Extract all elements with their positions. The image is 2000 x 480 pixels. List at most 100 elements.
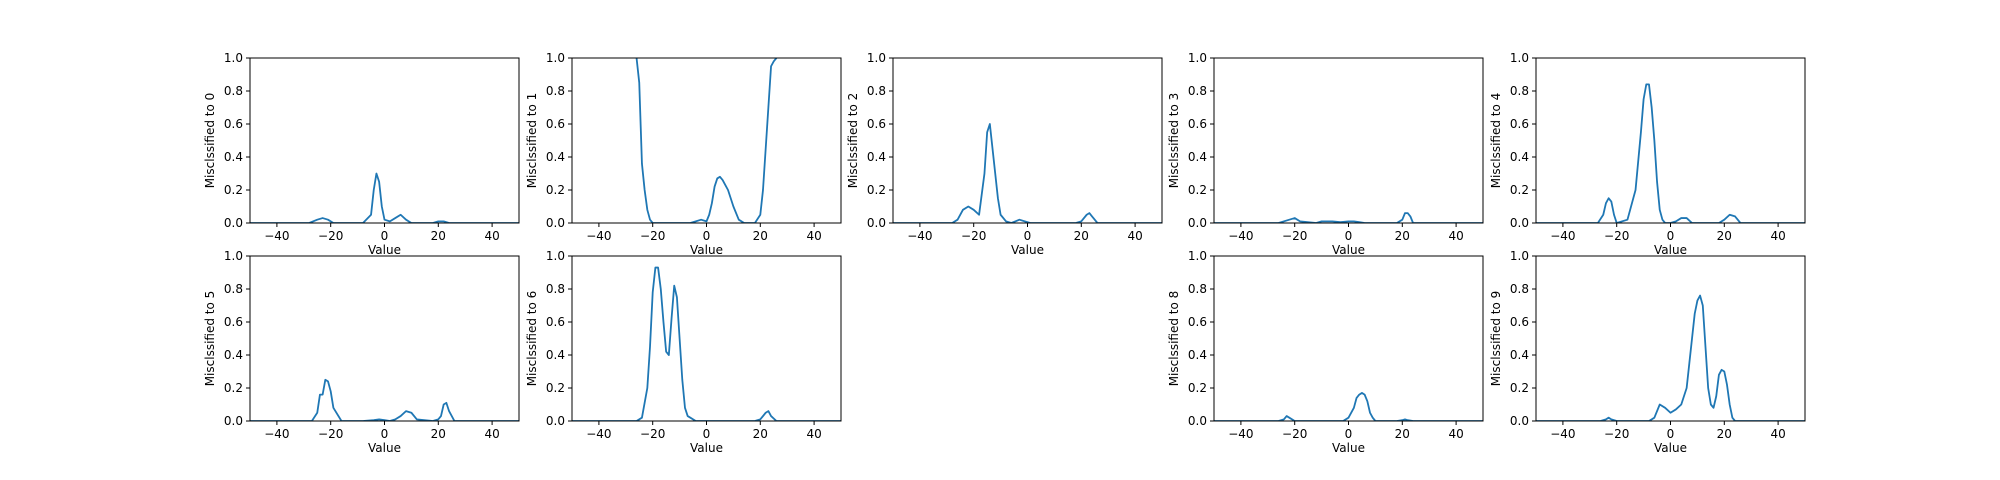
x-tick-label: 20 <box>1395 229 1410 243</box>
x-axis-label: Value <box>690 441 723 455</box>
y-tick-label: 0.2 <box>1510 183 1529 197</box>
series-line <box>893 123 1162 223</box>
subplot-grid: −40 −20 0 20 40 0.0 0.2 0.4 0.6 0.8 1.0 Value Miscls… <box>203 51 1806 455</box>
y-tick-label: 1.0 <box>1188 249 1207 263</box>
y-axis-label: Misclssified to 1 <box>525 93 539 189</box>
subplot-4: −40 −20 0 20 40 0.0 0.2 0.4 0.6 0.8 1.0 Value Miscls… <box>1489 51 1806 257</box>
y-tick-label: 0.0 <box>1188 216 1207 230</box>
y-tick-label: 0.8 <box>1188 282 1207 296</box>
x-tick-label: −40 <box>264 229 289 243</box>
y-tick-label: 0.8 <box>546 282 565 296</box>
y-tick-label: 0.6 <box>867 117 886 131</box>
x-axis-label: Value <box>1654 441 1687 455</box>
subplot-5: −40 −20 0 20 40 0.0 0.2 0.4 0.6 0.8 1.0 Value Miscls… <box>203 249 520 455</box>
y-tick-label: 0.2 <box>224 381 243 395</box>
x-tick-label: 0 <box>1345 427 1353 441</box>
x-tick-label: −20 <box>640 427 665 441</box>
y-tick-label: 0.8 <box>546 84 565 98</box>
subplot-3: −40 −20 0 20 40 0.0 0.2 0.4 0.6 0.8 1.0 Value Miscls… <box>1167 51 1484 257</box>
y-tick-label: 0.6 <box>546 117 565 131</box>
subplot-0: −40 −20 0 20 40 0.0 0.2 0.4 0.6 0.8 1.0 Value Miscls… <box>203 51 520 257</box>
x-tick-label: −40 <box>907 229 932 243</box>
x-tick-label: −20 <box>961 229 986 243</box>
x-tick-label: 40 <box>1127 229 1142 243</box>
x-tick-label: −20 <box>318 229 343 243</box>
x-tick-label: 20 <box>753 229 768 243</box>
y-axis-label: Misclssified to 8 <box>1167 291 1181 387</box>
y-tick-label: 0.2 <box>546 381 565 395</box>
y-tick-label: 1.0 <box>546 51 565 65</box>
x-tick-label: 40 <box>806 427 821 441</box>
x-tick-label: 0 <box>381 427 389 441</box>
y-tick-label: 0.4 <box>546 348 565 362</box>
y-tick-label: 0.4 <box>224 348 243 362</box>
x-tick-label: 20 <box>1717 427 1732 441</box>
y-tick-label: 0.4 <box>224 150 243 164</box>
x-tick-label: −20 <box>640 229 665 243</box>
y-tick-label: 0.6 <box>1188 117 1207 131</box>
x-tick-label: 40 <box>1770 427 1785 441</box>
series-line <box>1214 392 1483 421</box>
x-tick-label: −20 <box>1604 427 1629 441</box>
x-tick-label: −20 <box>1604 229 1629 243</box>
x-tick-label: −40 <box>264 427 289 441</box>
x-tick-label: 20 <box>1395 427 1410 441</box>
x-tick-label: 40 <box>1448 229 1463 243</box>
subplot-9: −40 −20 0 20 40 0.0 0.2 0.4 0.6 0.8 1.0 Value Miscls… <box>1489 249 1806 455</box>
x-tick-label: −20 <box>1282 229 1307 243</box>
y-tick-label: 0.0 <box>546 414 565 428</box>
y-tick-label: 0.8 <box>224 282 243 296</box>
y-tick-label: 0.4 <box>1510 150 1529 164</box>
y-axis-label: Misclssified to 6 <box>525 291 539 387</box>
x-tick-label: −40 <box>586 427 611 441</box>
y-tick-label: 0.2 <box>1188 183 1207 197</box>
x-tick-label: 40 <box>484 427 499 441</box>
y-axis-label: Misclssified to 0 <box>203 93 217 189</box>
y-tick-label: 1.0 <box>546 249 565 263</box>
series-line <box>635 58 778 223</box>
y-axis-label: Misclssified to 4 <box>1489 93 1503 189</box>
y-tick-label: 1.0 <box>1510 51 1529 65</box>
x-tick-label: 40 <box>1448 427 1463 441</box>
x-tick-label: 20 <box>753 427 768 441</box>
x-tick-label: 40 <box>484 229 499 243</box>
y-tick-label: 0.2 <box>224 183 243 197</box>
x-tick-label: 20 <box>1717 229 1732 243</box>
x-tick-label: −40 <box>1550 427 1575 441</box>
x-tick-label: 0 <box>1024 229 1032 243</box>
subplot-8: −40 −20 0 20 40 0.0 0.2 0.4 0.6 0.8 1.0 Value Miscls… <box>1167 249 1484 455</box>
subplot-2: −40 −20 0 20 40 0.0 0.2 0.4 0.6 0.8 1.0 Value Miscls… <box>846 51 1163 257</box>
y-axis-label: Misclssified to 2 <box>846 93 860 189</box>
y-axis-label: Misclssified to 5 <box>203 291 217 387</box>
y-tick-label: 1.0 <box>1188 51 1207 65</box>
y-tick-label: 0.4 <box>1188 348 1207 362</box>
x-tick-label: 0 <box>1345 229 1353 243</box>
y-tick-label: 1.0 <box>224 51 243 65</box>
y-tick-label: 1.0 <box>867 51 886 65</box>
x-axis-label: Value <box>1654 243 1687 257</box>
x-tick-label: 20 <box>1074 229 1089 243</box>
series-line <box>1536 83 1805 223</box>
x-tick-label: −40 <box>586 229 611 243</box>
y-tick-label: 0.8 <box>1510 282 1529 296</box>
x-tick-label: 0 <box>703 427 711 441</box>
y-tick-label: 0.6 <box>546 315 565 329</box>
series-line <box>1536 294 1805 421</box>
y-tick-label: 0.2 <box>1188 381 1207 395</box>
y-axis-label: Misclssified to 3 <box>1167 93 1181 189</box>
y-tick-label: 0.2 <box>867 183 886 197</box>
y-tick-label: 0.0 <box>867 216 886 230</box>
y-tick-label: 0.6 <box>224 117 243 131</box>
y-tick-label: 0.8 <box>224 84 243 98</box>
y-tick-label: 0.6 <box>224 315 243 329</box>
y-tick-label: 0.0 <box>224 414 243 428</box>
x-tick-label: −40 <box>1228 427 1253 441</box>
x-tick-label: 20 <box>431 229 446 243</box>
x-axis-label: Value <box>1332 441 1365 455</box>
x-tick-label: 0 <box>381 229 389 243</box>
x-tick-label: −20 <box>318 427 343 441</box>
y-tick-label: 0.4 <box>1188 150 1207 164</box>
y-tick-label: 0.2 <box>1510 381 1529 395</box>
y-tick-label: 0.2 <box>546 183 565 197</box>
